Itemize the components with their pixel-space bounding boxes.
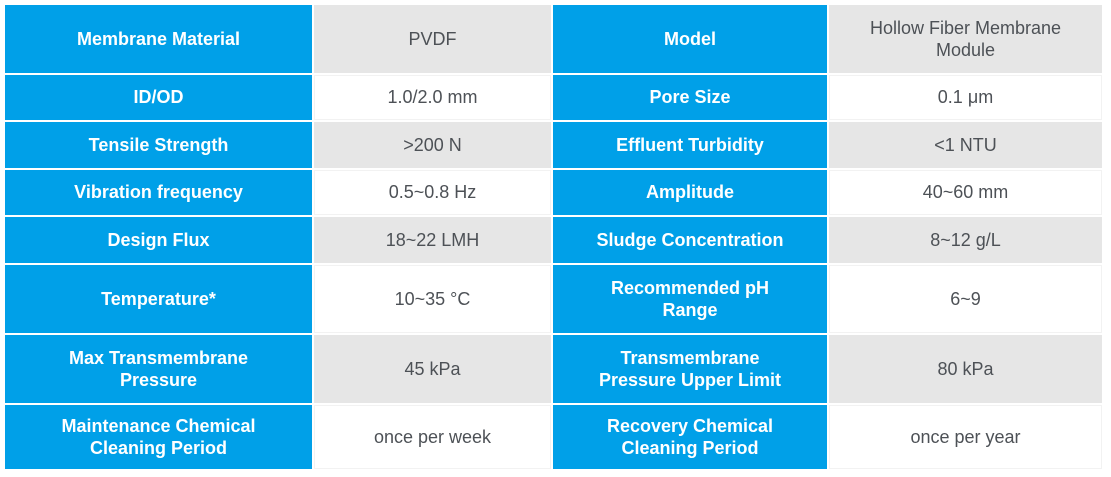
label-transmembrane-pressure-upper-limit: Transmembrane Pressure Upper Limit: [553, 335, 827, 403]
label-max-transmembrane-pressure: Max Transmembrane Pressure: [5, 335, 312, 403]
label-design-flux: Design Flux: [5, 217, 312, 263]
label-recommended-ph-range: Recommended pH Range: [553, 265, 827, 333]
label-maintenance-chemical-cleaning-period: Maintenance Chemical Cleaning Period: [5, 405, 312, 469]
value-amplitude: 40~60 mm: [829, 170, 1102, 215]
value-vibration-frequency: 0.5~0.8 Hz: [314, 170, 551, 215]
label-vibration-frequency: Vibration frequency: [5, 170, 312, 215]
value-tensile-strength: >200 N: [314, 122, 551, 168]
label-temperature: Temperature*: [5, 265, 312, 333]
label-tensile-strength: Tensile Strength: [5, 122, 312, 168]
value-sludge-concentration: 8~12 g/L: [829, 217, 1102, 263]
value-transmembrane-pressure-upper-limit: 80 kPa: [829, 335, 1102, 403]
value-design-flux: 18~22 LMH: [314, 217, 551, 263]
value-recommended-ph-range: 6~9: [829, 265, 1102, 333]
label-pore-size: Pore Size: [553, 75, 827, 120]
value-model: Hollow Fiber Membrane Module: [829, 5, 1102, 73]
label-model: Model: [553, 5, 827, 73]
value-id-od: 1.0/2.0 mm: [314, 75, 551, 120]
label-recovery-chemical-cleaning-period: Recovery Chemical Cleaning Period: [553, 405, 827, 469]
value-pore-size: 0.1 μm: [829, 75, 1102, 120]
label-membrane-material: Membrane Material: [5, 5, 312, 73]
label-id-od: ID/OD: [5, 75, 312, 120]
value-membrane-material: PVDF: [314, 5, 551, 73]
label-effluent-turbidity: Effluent Turbidity: [553, 122, 827, 168]
value-max-transmembrane-pressure: 45 kPa: [314, 335, 551, 403]
value-recovery-chemical-cleaning-period: once per year: [829, 405, 1102, 469]
value-effluent-turbidity: <1 NTU: [829, 122, 1102, 168]
spec-table: Membrane Material PVDF Model Hollow Fibe…: [5, 5, 1102, 469]
label-sludge-concentration: Sludge Concentration: [553, 217, 827, 263]
label-amplitude: Amplitude: [553, 170, 827, 215]
value-maintenance-chemical-cleaning-period: once per week: [314, 405, 551, 469]
value-temperature: 10~35 °C: [314, 265, 551, 333]
